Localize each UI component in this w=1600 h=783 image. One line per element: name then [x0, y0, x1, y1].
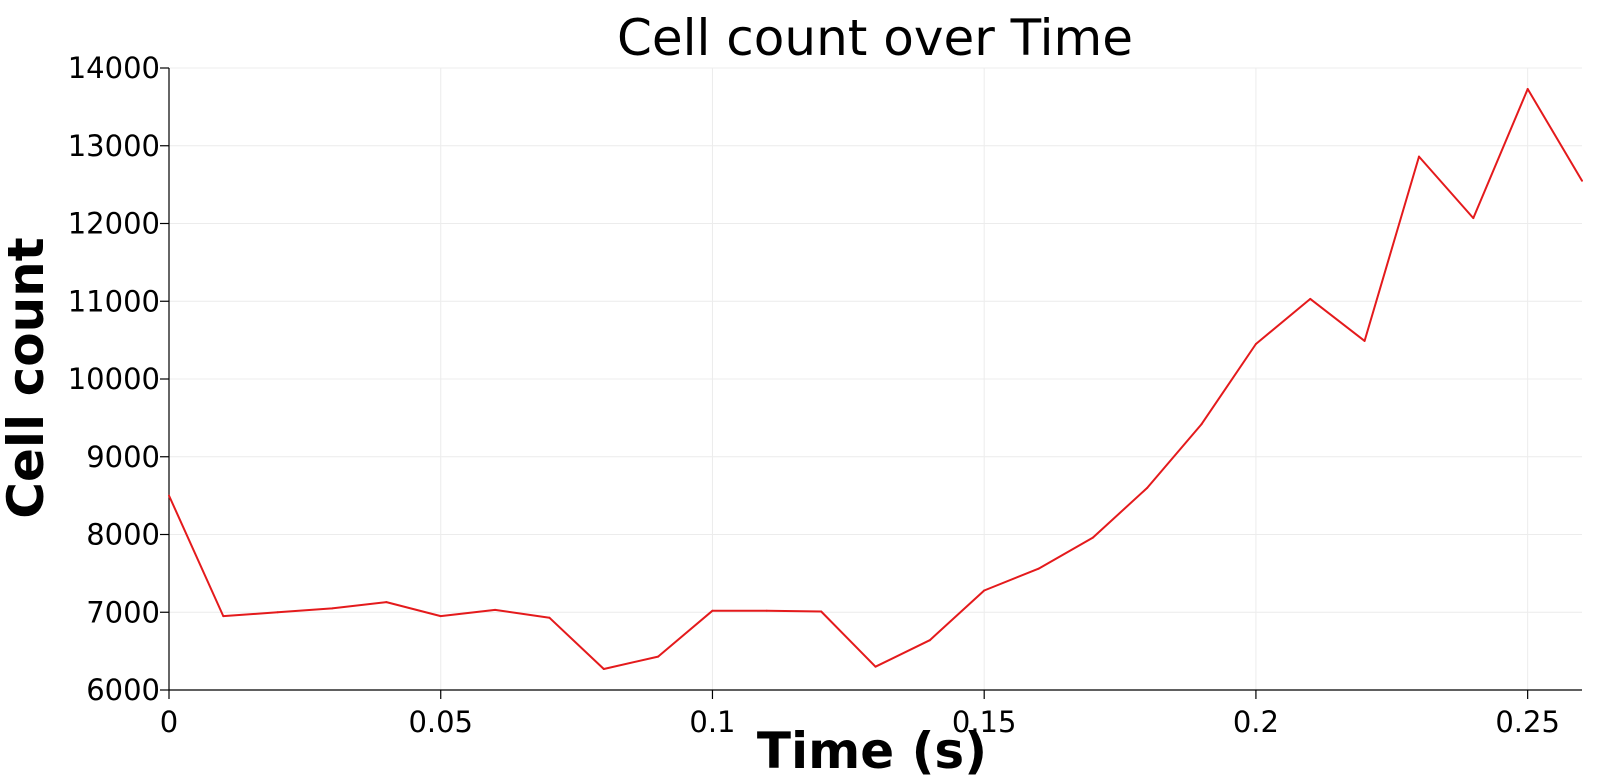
data-point — [494, 608, 497, 611]
y-tick-label: 11000 — [68, 284, 160, 318]
y-tick-label: 13000 — [68, 129, 160, 163]
data-point — [1581, 179, 1583, 182]
data-point — [657, 655, 660, 658]
data-point — [983, 589, 986, 592]
x-tick-label: 0 — [160, 705, 178, 739]
data-point — [765, 609, 768, 612]
x-tick-label: 0.2 — [1233, 705, 1279, 739]
data-point — [1417, 155, 1420, 158]
data-point — [874, 665, 877, 668]
x-tick-label: 0.05 — [408, 705, 473, 739]
y-tick-label: 6000 — [86, 673, 160, 707]
data-point — [1254, 343, 1257, 346]
data-point — [1526, 87, 1529, 90]
y-tick-label: 12000 — [68, 207, 160, 241]
axes: 6000 7000 8000 9000 10000 11000 12000 13000 1400… — [68, 51, 1582, 739]
data-point — [331, 607, 334, 610]
chart-title: Cell count over Time — [617, 9, 1133, 67]
data-point — [1146, 486, 1149, 489]
data-point — [1472, 217, 1475, 220]
series-layer — [168, 87, 1583, 671]
data-point — [1091, 536, 1094, 539]
x-tick-label: 0.1 — [689, 705, 735, 739]
data-point — [439, 615, 442, 618]
data-point — [1200, 423, 1203, 426]
data-point — [1309, 297, 1312, 300]
x-tick-label: 0.25 — [1495, 705, 1560, 739]
data-point — [548, 616, 551, 619]
x-axis-title: Time (s) — [757, 722, 987, 780]
data-point — [168, 494, 170, 497]
y-tick-label: 9000 — [86, 440, 160, 474]
data-point — [385, 601, 388, 604]
data-point — [928, 639, 931, 642]
x-tick-label: 0.15 — [952, 705, 1017, 739]
data-point — [711, 609, 714, 612]
grid — [168, 67, 1582, 691]
data-point — [820, 610, 823, 613]
data-point — [276, 611, 279, 614]
y-tick-label: 14000 — [68, 51, 160, 85]
y-tick-label: 10000 — [68, 362, 160, 396]
data-point — [222, 615, 225, 618]
data-point — [1037, 567, 1040, 570]
y-tick-label: 7000 — [86, 595, 160, 629]
data-point — [1363, 339, 1366, 342]
data-point — [602, 668, 605, 671]
y-tick-label: 8000 — [86, 518, 160, 552]
y-axis-title: Cell count — [0, 237, 55, 518]
